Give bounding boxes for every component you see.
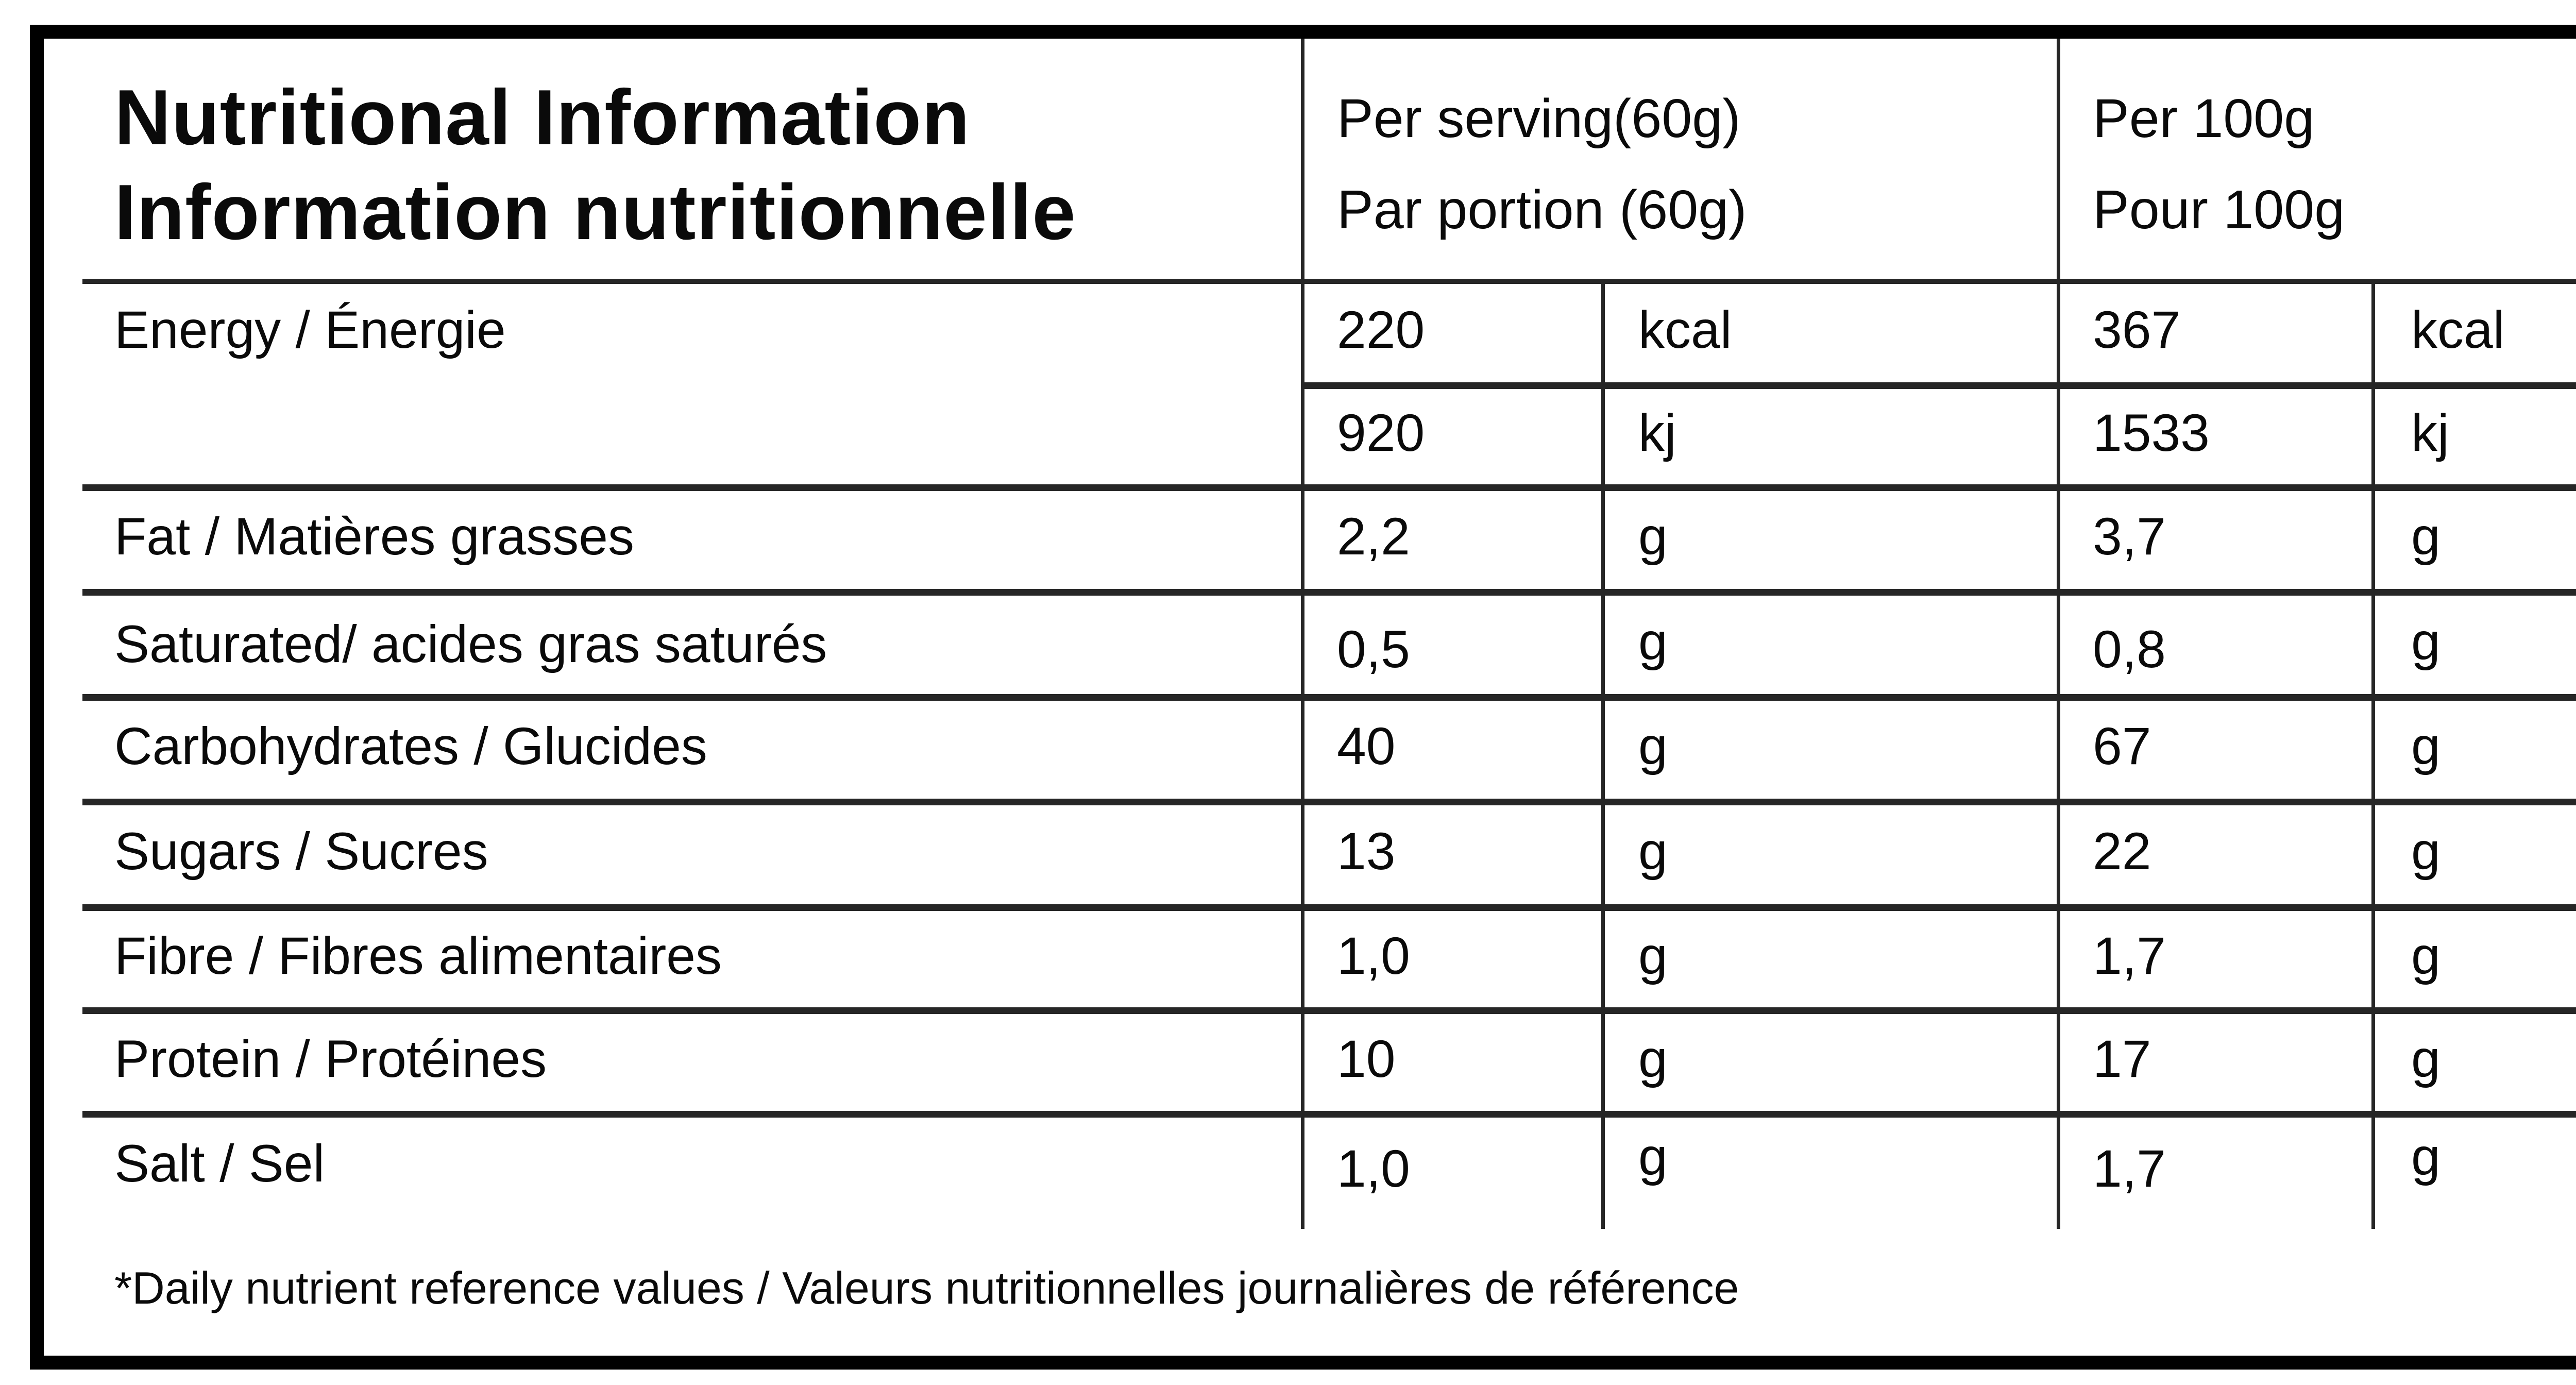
salt-per100-unit: g: [2411, 1127, 2441, 1186]
row-label-sugars: Sugars / Sucres: [114, 822, 488, 881]
protein-serving-value: 10: [1337, 1029, 1396, 1088]
title-english: Nutritional Information: [114, 74, 971, 161]
salt-serving-value: 1,0: [1337, 1139, 1410, 1198]
sugars-serving-value: 13: [1337, 822, 1396, 881]
protein-per100-unit: g: [2411, 1029, 2441, 1088]
row-label-salt: Salt / Sel: [114, 1134, 325, 1193]
divider-protein-salt: [82, 1111, 2576, 1118]
energy-kcal-serving-value: 220: [1337, 300, 1425, 359]
row-label-fibre: Fibre / Fibres alimentaires: [114, 926, 722, 985]
fat-serving-value: 2,2: [1337, 507, 1410, 566]
fat-per100-value: 3,7: [2093, 507, 2166, 566]
sugars-per100-value: 22: [2093, 822, 2151, 881]
energy-kcal-serving-unit: kcal: [1638, 300, 1732, 359]
fibre-serving-unit: g: [1638, 926, 1668, 985]
carbohydrates-serving-value: 40: [1337, 717, 1396, 775]
row-label-carbohydrates: Carbohydrates / Glucides: [114, 717, 707, 775]
energy-kj-per100-value: 1533: [2093, 403, 2210, 462]
divider-carbs-sugars: [82, 799, 2576, 805]
divider-per100-value-unit: [2371, 279, 2375, 1229]
saturated-per100-value: 0,8: [2093, 620, 2166, 679]
carbohydrates-per100-value: 67: [2093, 717, 2151, 775]
fibre-per100-unit: g: [2411, 926, 2441, 985]
divider-serving-value-unit: [1601, 279, 1605, 1229]
fat-serving-unit: g: [1638, 507, 1668, 566]
sugars-per100-unit: g: [2411, 822, 2441, 881]
saturated-serving-unit: g: [1638, 612, 1668, 671]
nutrition-table-inner: Nutritional Information Information nutr…: [44, 39, 2576, 1356]
column-header-per100-english: Per 100g: [2093, 88, 2315, 149]
energy-kj-serving-value: 920: [1337, 403, 1425, 462]
fibre-per100-value: 1,7: [2093, 926, 2166, 985]
saturated-serving-value: 0,5: [1337, 620, 1410, 679]
energy-kj-serving-unit: kj: [1638, 403, 1676, 462]
protein-per100-value: 17: [2093, 1029, 2151, 1088]
fat-per100-unit: g: [2411, 507, 2441, 566]
divider-saturated-carbs: [82, 694, 2576, 701]
saturated-per100-unit: g: [2411, 612, 2441, 671]
column-header-per100-french: Pour 100g: [2093, 179, 2345, 240]
divider-label-serving: [1301, 39, 1304, 1229]
row-label-energy: Energy / Énergie: [114, 300, 506, 359]
divider-energy-fat: [82, 484, 2576, 491]
row-label-saturated: Saturated/ acides gras saturés: [114, 615, 827, 673]
divider-fat-saturated: [82, 589, 2576, 596]
divider-fibre-protein: [82, 1007, 2576, 1014]
divider-energy-kcal-kj: [1301, 382, 2576, 389]
carbohydrates-serving-unit: g: [1638, 717, 1668, 775]
energy-kcal-per100-unit: kcal: [2411, 300, 2505, 359]
salt-serving-unit: g: [1638, 1127, 1668, 1186]
divider-header-bottom: [82, 279, 2576, 284]
row-label-protein: Protein / Protéines: [114, 1029, 547, 1088]
column-header-serving-english: Per serving(60g): [1337, 88, 1741, 149]
divider-sugars-fibre: [82, 904, 2576, 911]
energy-kcal-per100-value: 367: [2093, 300, 2181, 359]
divider-serving-per100: [2057, 39, 2060, 1229]
footnote-daily-reference-values: *Daily nutrient reference values / Valeu…: [114, 1262, 1739, 1313]
sugars-serving-unit: g: [1638, 822, 1668, 881]
carbohydrates-per100-unit: g: [2411, 717, 2441, 775]
salt-per100-value: 1,7: [2093, 1139, 2166, 1198]
title-french: Information nutritionnelle: [114, 168, 1076, 256]
row-label-fat: Fat / Matières grasses: [114, 507, 634, 566]
fibre-serving-value: 1,0: [1337, 926, 1410, 985]
protein-serving-unit: g: [1638, 1029, 1668, 1088]
energy-kj-per100-unit: kj: [2411, 403, 2449, 462]
column-header-serving-french: Par portion (60g): [1337, 179, 1747, 240]
nutrition-table: Nutritional Information Information nutr…: [30, 25, 2576, 1370]
